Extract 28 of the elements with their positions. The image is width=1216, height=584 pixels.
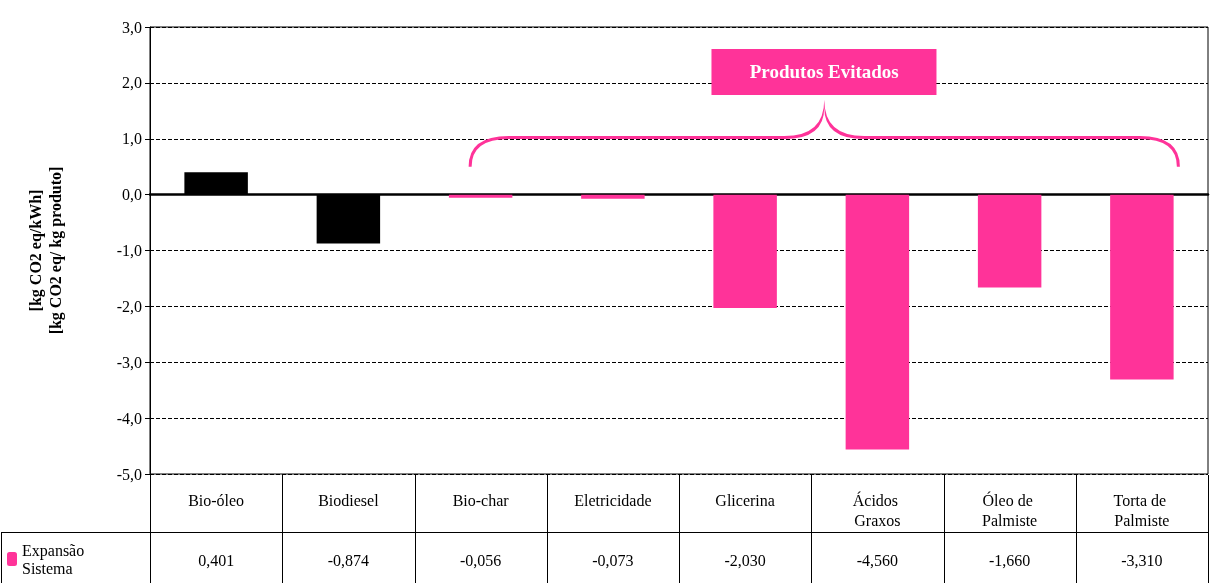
legend-label: Expansão Sistema (22, 541, 89, 577)
y-tick-label: 3,0 (122, 18, 142, 36)
text: -0,874 (327, 551, 370, 569)
x-tick-label: Bio-óleo (188, 491, 245, 509)
x-tick-label: Bio-char (452, 491, 510, 509)
text: 0,401 (198, 551, 235, 569)
y-tick-label: -3,0 (116, 353, 142, 371)
text: -4,560 (856, 551, 899, 569)
y-tick-label: 0,0 (122, 186, 142, 204)
y-tick-label: 1,0 (122, 130, 142, 148)
x-tick-label: Biodiesel (318, 491, 380, 509)
y-tick-label: -1,0 (116, 242, 142, 259)
x-tick-label: Torta de Palmiste (1113, 491, 1171, 529)
callout-box: Produtos Evitados (711, 48, 937, 95)
y-tick-label: 2,0 (122, 74, 142, 92)
text: -3,310 (1121, 551, 1163, 569)
x-tick-label: Óleo de Palmiste (982, 490, 1038, 529)
text: -0,073 (592, 551, 634, 569)
text: -0,056 (459, 551, 502, 569)
y-tick-label: -5,0 (116, 465, 142, 483)
x-tick-label: Glicerina (715, 491, 775, 509)
text: -2,030 (724, 551, 766, 569)
x-tick-label: Eletricidade (574, 491, 652, 509)
text: -1,660 (988, 551, 1031, 569)
y-tick-label: -2,0 (116, 297, 142, 315)
y-axis-title: [kg CO2 eq/kWh] [kg CO2 eq/ kg produto] (26, 166, 65, 335)
y-tick-label: -4,0 (116, 409, 142, 427)
x-tick-label: Ácidos Graxos (852, 490, 903, 529)
